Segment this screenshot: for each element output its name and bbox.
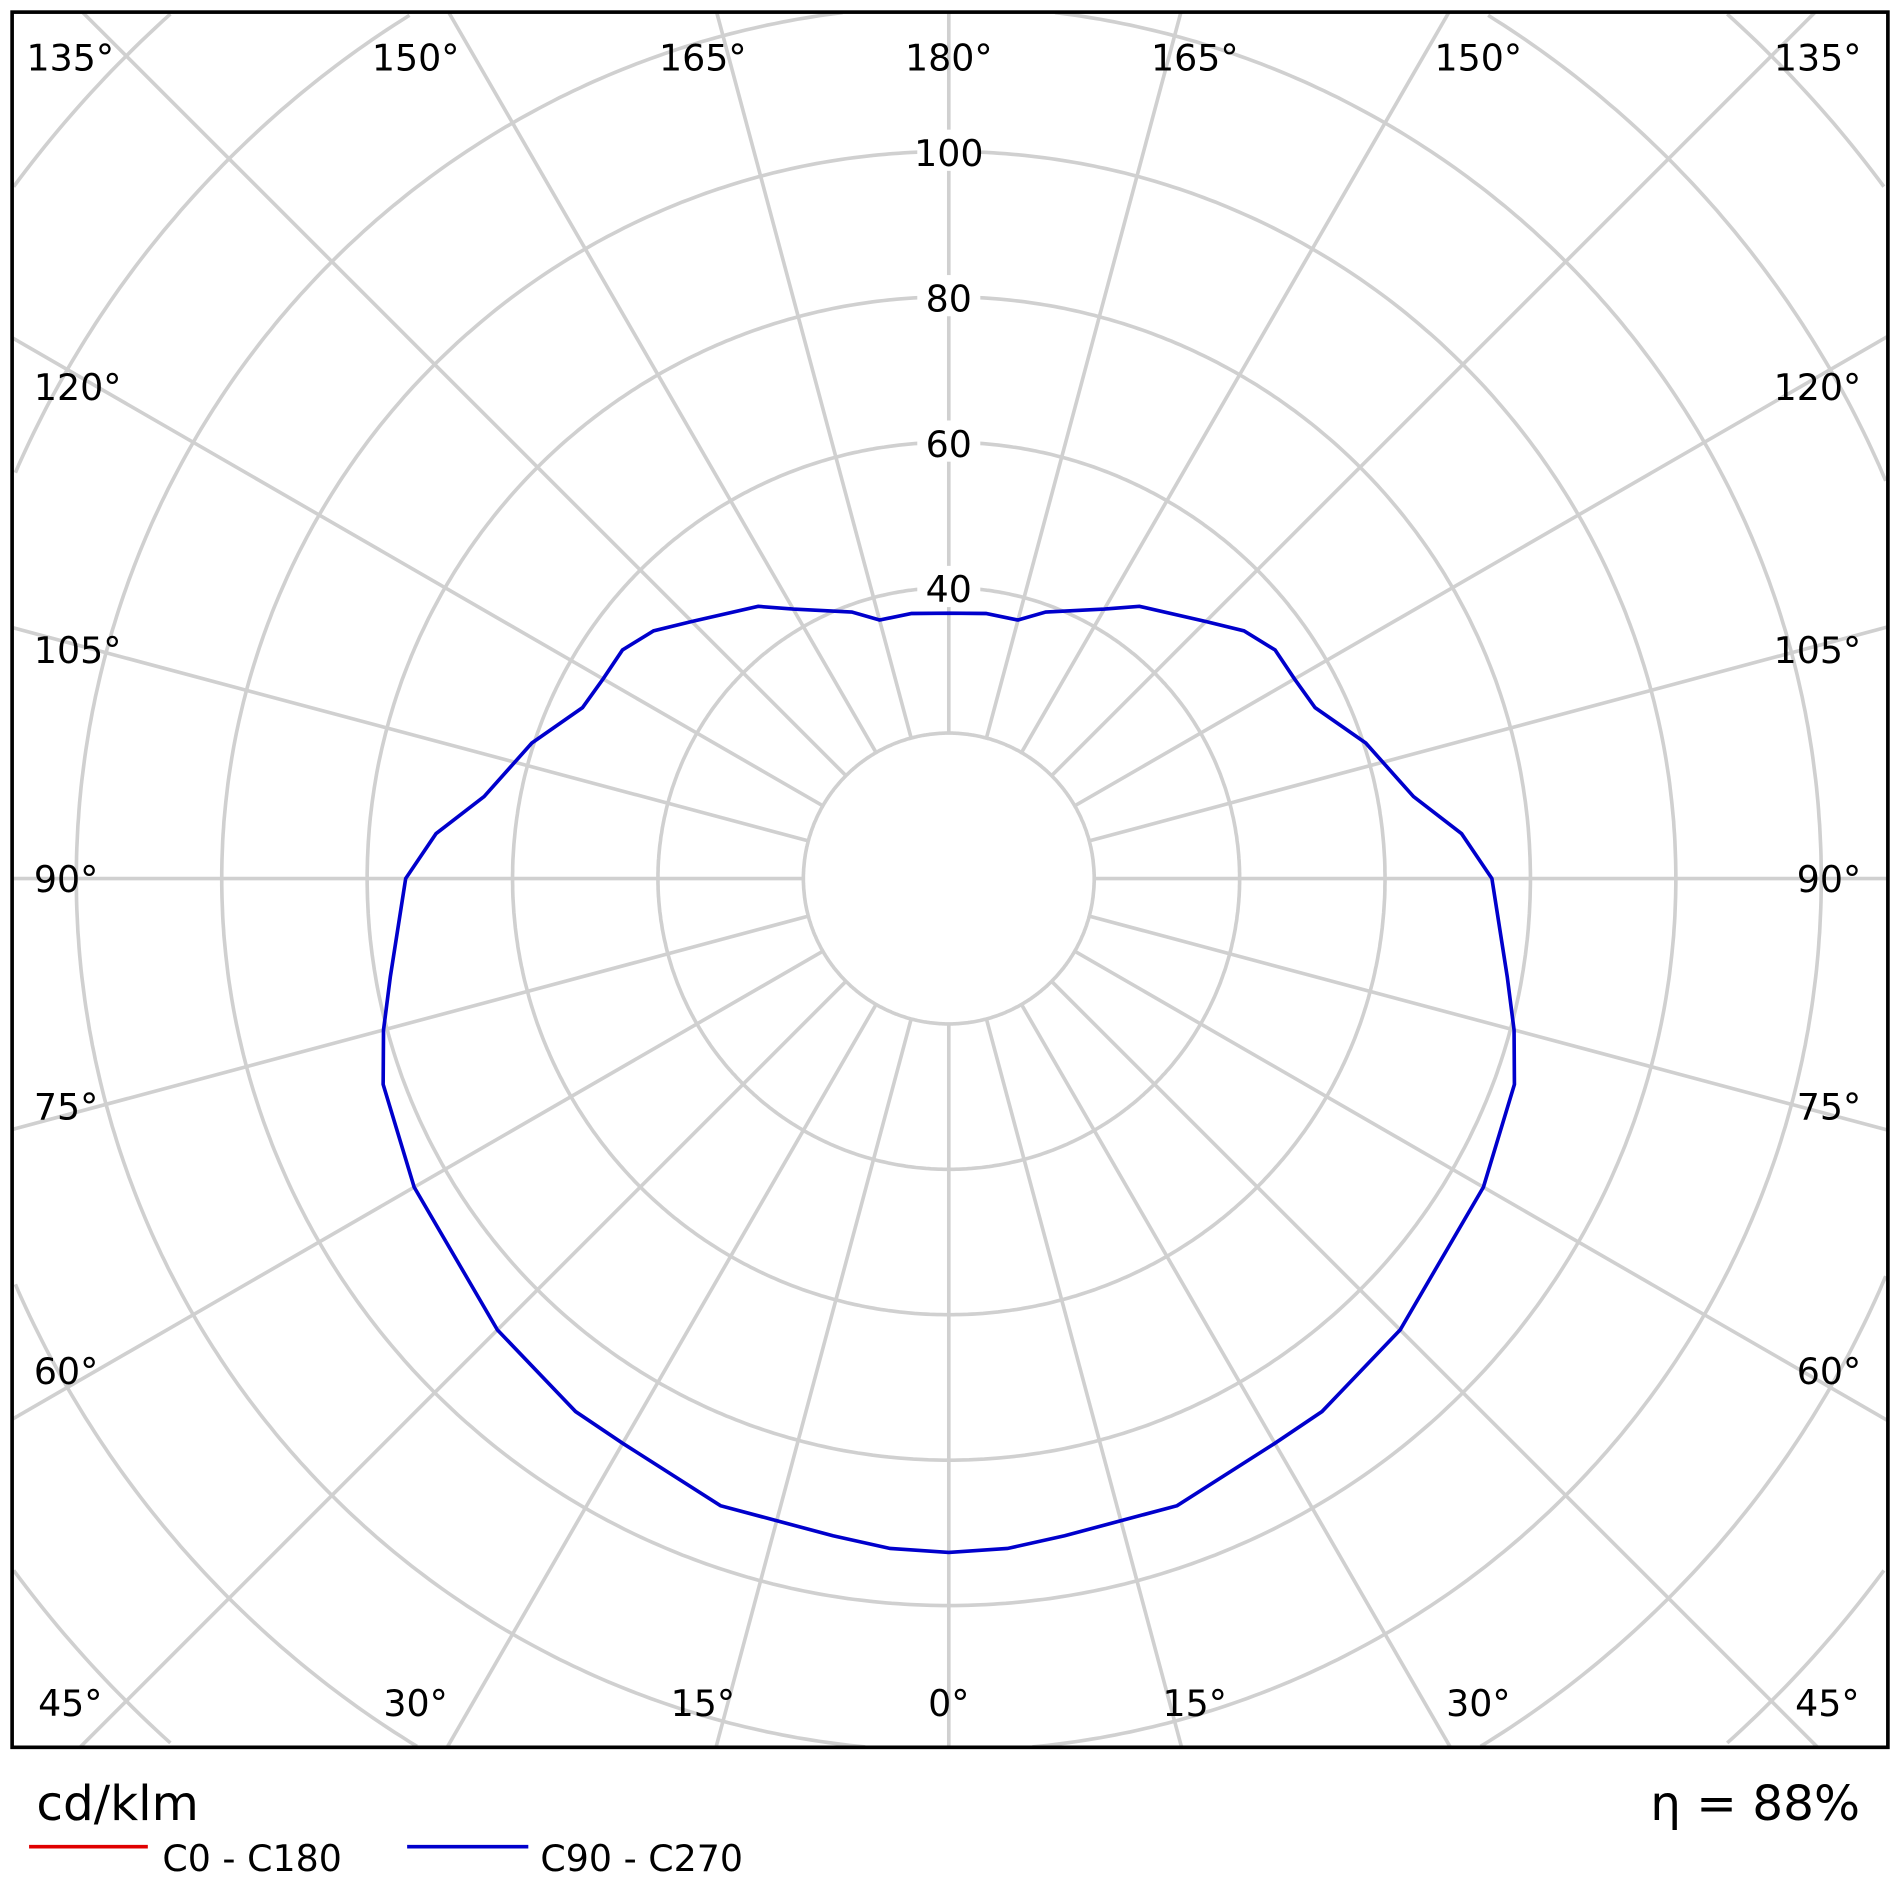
grid-spoke [1073,334,1889,808]
angle-label: 15° [671,1682,735,1725]
radial-tick-labels: 40 60 80 100 [914,129,983,611]
grid-ring-20 [801,731,1097,1026]
efficiency-label: η = 88% [1650,1776,1860,1832]
grid-spoke [1088,914,1889,1132]
grid-spoke [11,625,809,843]
angle-label: 60° [1797,1350,1861,1393]
grid-ring-120 [74,10,1824,1749]
grid-spoke [1019,11,1451,754]
angle-label: 135° [27,36,115,79]
legend-label-c90-c270: C90 - C270 [540,1837,743,1880]
grid-ring-160 [12,12,1886,1745]
angle-label: 30° [383,1682,447,1725]
angle-label: 90° [1797,858,1861,901]
grid-ring-140 [13,13,1888,1748]
angle-label: 165° [1151,36,1239,79]
curves [381,604,1517,1555]
angle-label: 45° [38,1682,102,1725]
grid-spoke [984,11,1183,739]
angle-label: 180° [905,36,993,79]
grid-spoke [447,11,878,754]
angle-label: 105° [1774,629,1862,672]
angle-label: 90° [34,858,98,901]
angle-label: 135° [1774,36,1862,79]
grid-spoke [11,914,809,1132]
radial-tick-label: 80 [926,277,972,320]
radial-tick-label: 100 [914,132,983,175]
grid-spoke [1050,980,1819,1749]
angle-label: 15° [1163,1682,1227,1725]
grid-spoke [714,11,913,739]
angle-label: 45° [1795,1682,1859,1725]
grid-spoke [1050,10,1817,777]
grid-spoke [81,10,848,777]
grid-spoke [78,980,848,1749]
plot-frame [10,10,1890,1750]
grid-spoke [445,1003,878,1749]
angle-label: 120° [1774,366,1862,409]
grid [11,10,1889,1749]
legend-label-c0-c180: C0 - C180 [162,1837,341,1880]
angle-label: 150° [372,36,460,79]
grid-spoke [714,1018,913,1748]
angle-label: 75° [34,1086,98,1129]
angle-label: 150° [1435,36,1523,79]
grid-spoke [11,336,824,808]
angle-label: 165° [659,36,747,79]
angle-labels: 135° 150° 165° 180° 165° 150° 135° 45° 30° 15° 0° 1… [27,36,1862,1725]
angle-label: 120° [34,366,122,409]
radial-tick-label: 40 [926,568,972,611]
grid-spoke [1073,949,1889,1423]
series-line-C90-C270 [381,604,1517,1555]
angle-label: 75° [1797,1086,1861,1129]
angle-label: 60° [34,1350,98,1393]
unit-label: cd/klm [36,1776,198,1832]
grid-spoke [1088,625,1889,843]
angle-label: 0° [928,1682,969,1725]
angle-label: 105° [34,629,122,672]
grid-spoke [984,1018,1184,1748]
grid-spoke [1019,1003,1452,1749]
angle-label: 30° [1446,1682,1510,1725]
radial-tick-label: 60 [926,423,972,466]
grid-spoke [11,949,824,1421]
